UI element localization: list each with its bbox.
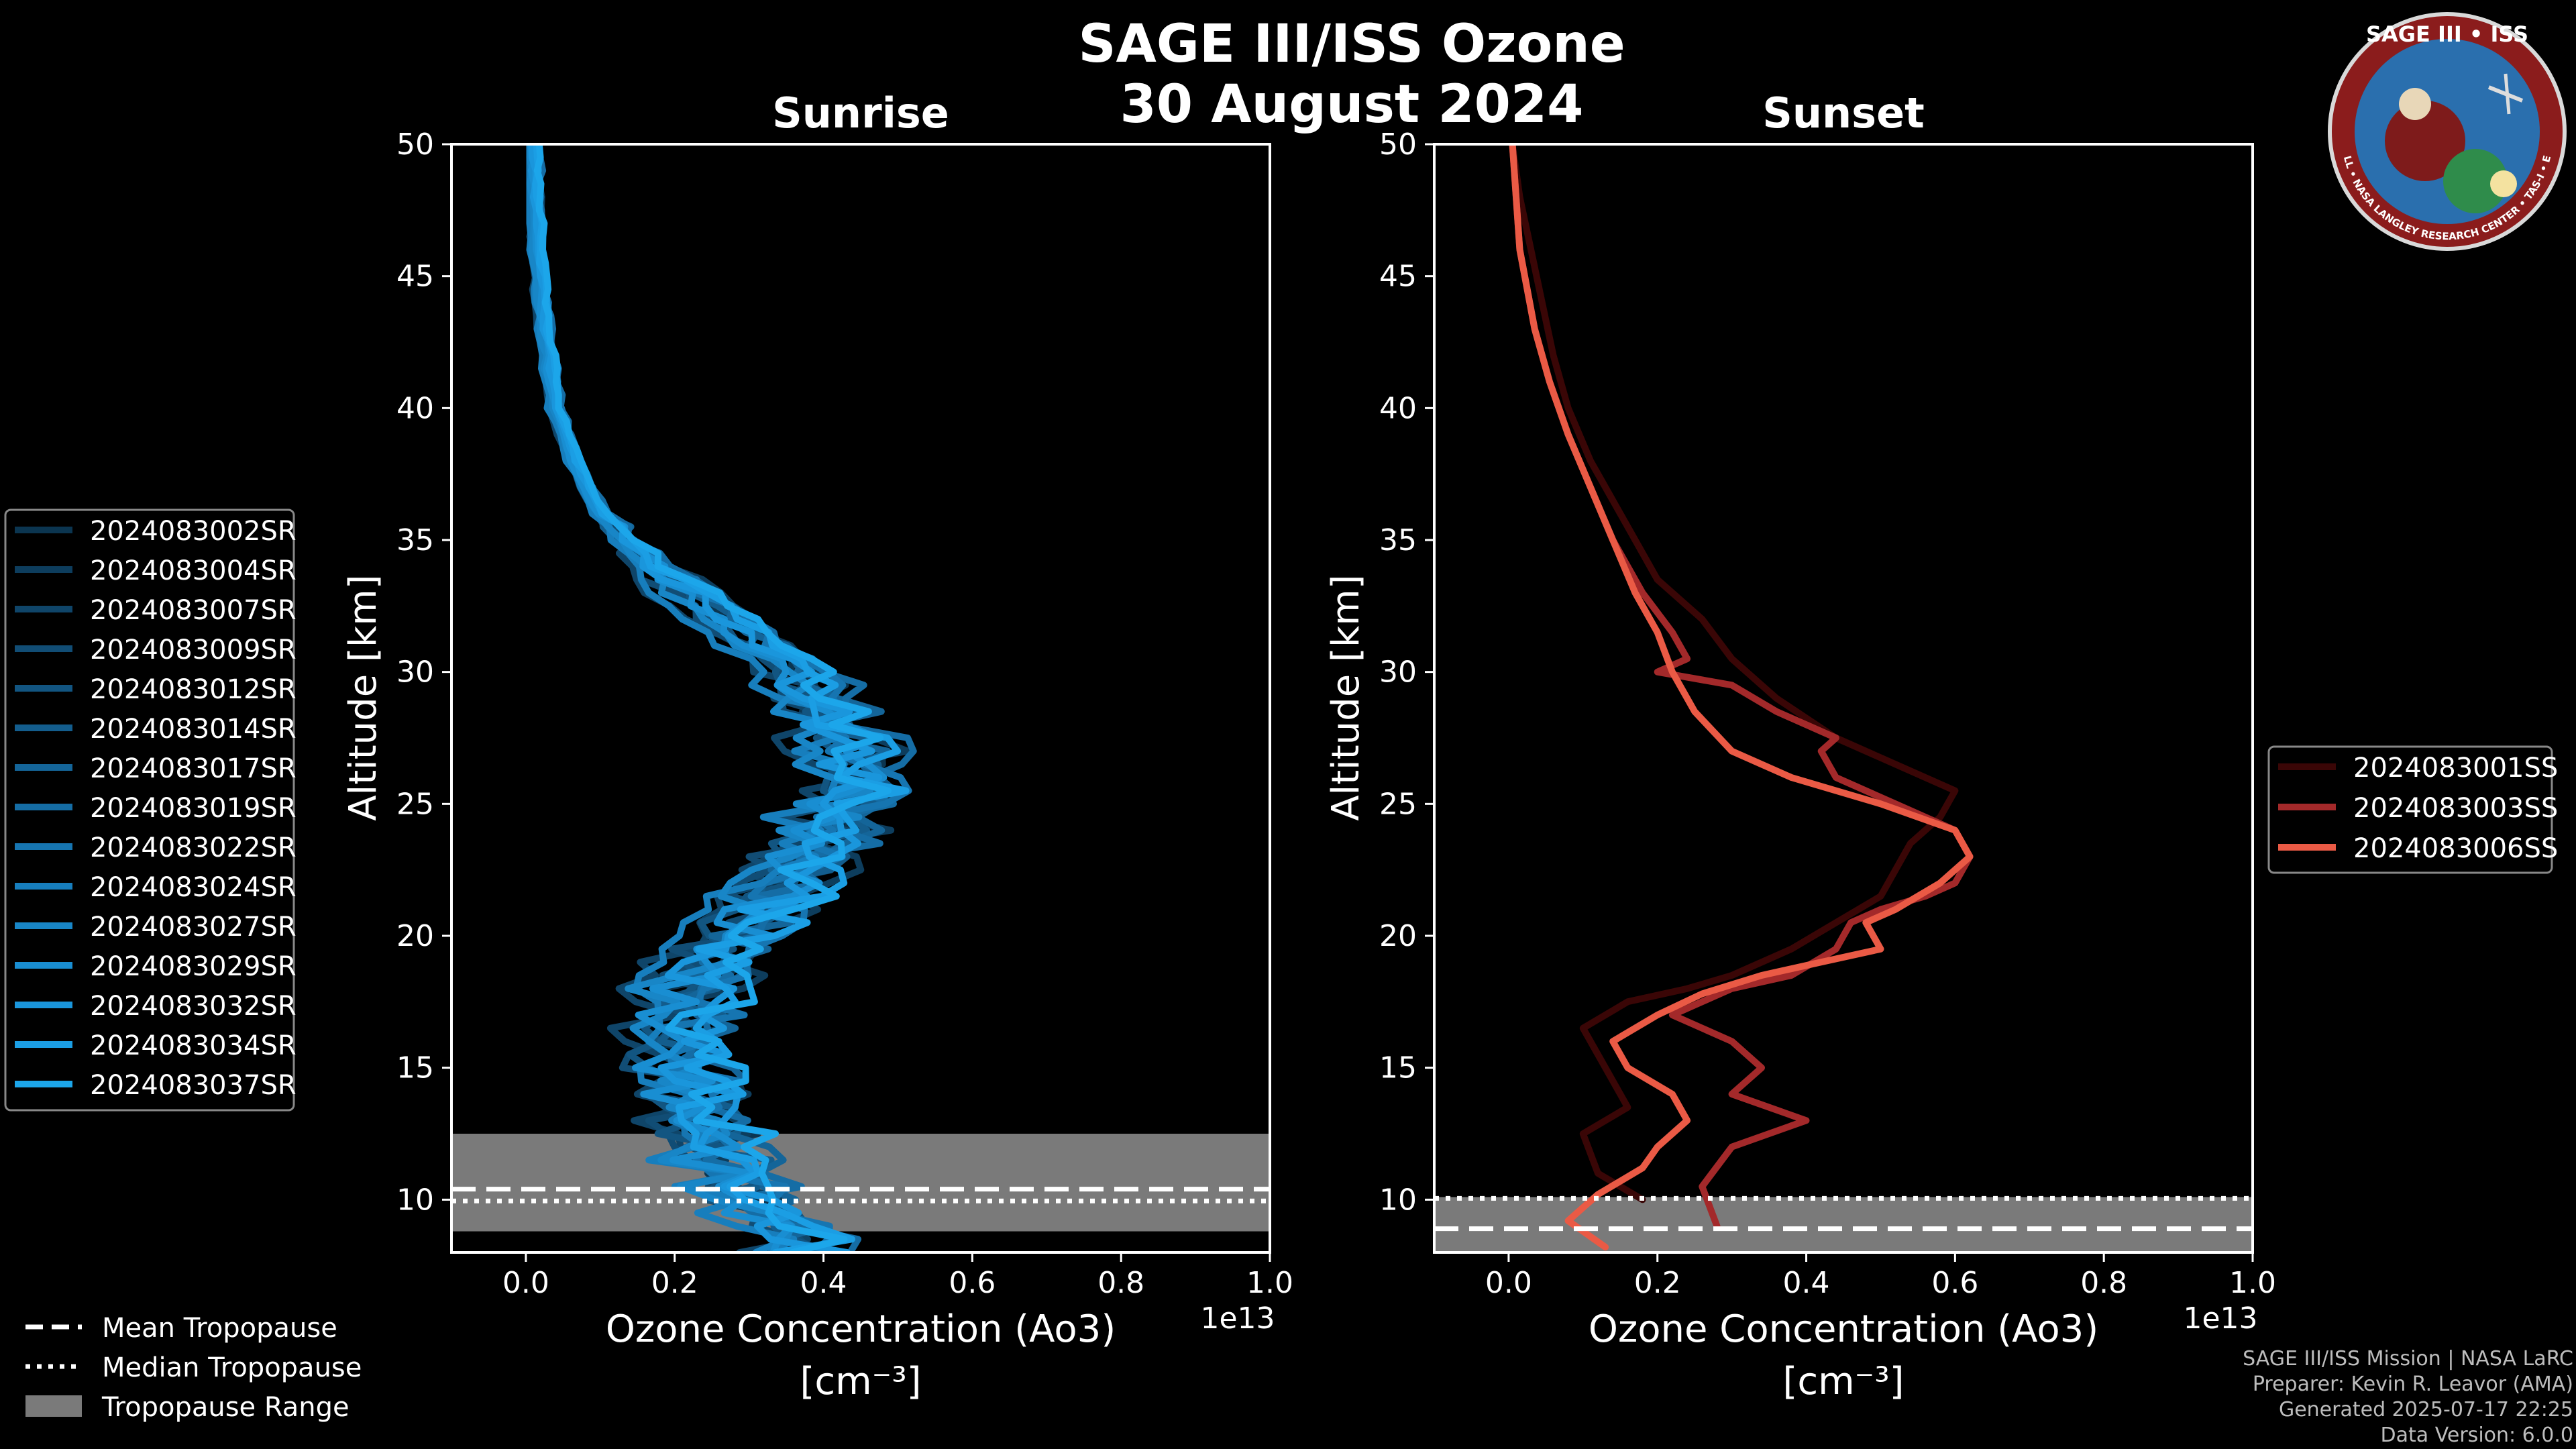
x-tick-label: 0.2	[651, 1266, 698, 1300]
y-tick-label: 10	[1379, 1183, 1417, 1217]
plot-frame	[1433, 143, 2254, 1254]
legend-label: 2024083027SR	[90, 912, 297, 943]
legend-label: 2024083006SS	[2353, 833, 2558, 864]
sunrise-plot-area	[450, 143, 1271, 1254]
sunrise-xlabel: Ozone Concentration (Ao3)	[606, 1307, 1116, 1351]
y-tick-label: 45	[396, 260, 434, 294]
y-tick-label: 45	[1379, 260, 1417, 294]
x-tick-label: 0.4	[800, 1266, 847, 1300]
y-tick-label: 15	[1379, 1051, 1417, 1085]
footer-version: Data Version: 6.0.0	[2381, 1424, 2573, 1447]
footer-generated: Generated 2025-07-17 22:25	[2279, 1398, 2573, 1421]
series-line-2024083003SS	[1509, 144, 1974, 1230]
y-tick-label: 25	[396, 787, 434, 821]
sunset-title: Sunset	[1762, 89, 1925, 138]
sunrise-xunit: [cm⁻³]	[800, 1360, 921, 1403]
legend-label: 2024083034SR	[90, 1030, 297, 1061]
y-tick-label: 30	[1379, 655, 1417, 690]
x-tick-label: 0.6	[1931, 1266, 1978, 1300]
legend-label: 2024083022SR	[90, 833, 297, 863]
series-line-2024083037SR	[533, 144, 892, 1252]
legend-label: 2024083024SR	[90, 872, 297, 903]
y-tick-label: 25	[1379, 787, 1417, 821]
y-tick-label: 50	[396, 127, 434, 162]
y-tick-label: 50	[1379, 127, 1417, 162]
legend-label: 2024083004SR	[90, 555, 297, 586]
x-tick-label: 0.4	[1783, 1266, 1830, 1300]
y-tick-label: 35	[1379, 523, 1417, 557]
tropopause-range-band	[451, 1134, 1270, 1232]
x-tick-label: 0.0	[1485, 1266, 1532, 1300]
series-line-2024083001SS	[1509, 144, 1959, 1203]
sunrise-ticks: 0.0 0.2 0.4 0.6 0.8 1.0 10 15 20 25 30 35 40 45 50	[396, 127, 1293, 1300]
legend-label: 2024083002SR	[90, 516, 297, 547]
legend-label: 2024083012SR	[90, 674, 297, 705]
sunset-xscale: 1e13	[2183, 1301, 2257, 1336]
sunrise-panel: Sunrise 0.0 0.2 0.4 0.6 0.8 1.0 10 15 20 25 30 35 40…	[341, 89, 1293, 1403]
figure-date: 30 August 2024	[1120, 74, 1584, 135]
logo-title: SAGE III • ISS	[2366, 21, 2528, 47]
x-tick-label: 0.6	[949, 1266, 996, 1300]
sunrise-xscale: 1e13	[1200, 1301, 1275, 1336]
legend-label: 2024083001SS	[2353, 753, 2558, 784]
sunset-ticks: 0.0 0.2 0.4 0.6 0.8 1.0 10 15 20 25 30 35 40 45 50	[1379, 127, 2276, 1300]
sunset-legend: 2024083001SS 2024083003SS 2024083006SS	[2267, 745, 2558, 874]
tropopause-legend: Mean Tropopause Median Tropopause Tropop…	[25, 1313, 362, 1423]
y-tick-label: 40	[396, 391, 434, 425]
sunrise-legend-frame	[4, 508, 295, 1112]
y-tick-label: 30	[396, 655, 434, 690]
figure-title: SAGE III/ISS Ozone	[1078, 14, 1625, 74]
tropopause-range-swatch	[25, 1395, 82, 1417]
legend-label: 2024083014SR	[90, 714, 297, 745]
plot-frame	[450, 143, 1271, 1254]
legend-label: 2024083017SR	[90, 753, 297, 784]
y-tick-label: 15	[396, 1051, 434, 1085]
y-tick-label: 20	[396, 919, 434, 953]
sunset-xlabel: Ozone Concentration (Ao3)	[1589, 1307, 2098, 1351]
legend-label: 2024083003SS	[2353, 793, 2558, 824]
sunset-xunit: [cm⁻³]	[1782, 1360, 1904, 1403]
sunset-panel: Sunset 0.0 0.2 0.4 0.6 0.8 1.0 10 15 20 25 30 35 40 4…	[1324, 89, 2276, 1403]
legend-label: 2024083009SR	[90, 635, 297, 665]
y-tick-label: 40	[1379, 391, 1417, 425]
series-line-2024083006SS	[1509, 144, 1974, 1251]
median-tropopause-label: Median Tropopause	[102, 1352, 362, 1383]
y-tick-label: 35	[396, 523, 434, 557]
tropopause-range-label: Tropopause Range	[101, 1392, 350, 1423]
sunset-legend-frame	[2267, 745, 2553, 874]
x-tick-label: 0.2	[1634, 1266, 1681, 1300]
footer-mission: SAGE III/ISS Mission | NASA LaRC	[2243, 1347, 2573, 1371]
y-tick-label: 20	[1379, 919, 1417, 953]
y-tick-label: 10	[396, 1183, 434, 1217]
legend-label: 2024083032SR	[90, 991, 297, 1022]
sunrise-legend: 2024083002SR 2024083004SR 2024083007SR 2024…	[4, 508, 297, 1112]
sunset-plot-area	[1433, 143, 2254, 1254]
legend-label: 2024083029SR	[90, 951, 297, 982]
footer-preparer: Preparer: Kevin R. Leavor (AMA)	[2253, 1373, 2573, 1396]
x-tick-label: 1.0	[1246, 1266, 1293, 1300]
sunrise-title: Sunrise	[772, 89, 949, 138]
tropopause-range-band	[1434, 1197, 2253, 1252]
x-tick-label: 0.8	[1097, 1266, 1144, 1300]
footer: SAGE III/ISS Mission | NASA LaRC Prepare…	[2243, 1347, 2573, 1447]
sunset-ylabel: Altitude [km]	[1324, 574, 1368, 820]
sunrise-ylabel: Altitude [km]	[341, 574, 385, 820]
legend-label: 2024083007SR	[90, 595, 297, 626]
x-tick-label: 0.8	[2080, 1266, 2127, 1300]
mean-tropopause-label: Mean Tropopause	[102, 1313, 337, 1344]
x-tick-label: 1.0	[2229, 1266, 2276, 1300]
x-tick-label: 0.0	[502, 1266, 549, 1300]
legend-label: 2024083019SR	[90, 793, 297, 824]
legend-label: 2024083037SR	[90, 1070, 297, 1101]
